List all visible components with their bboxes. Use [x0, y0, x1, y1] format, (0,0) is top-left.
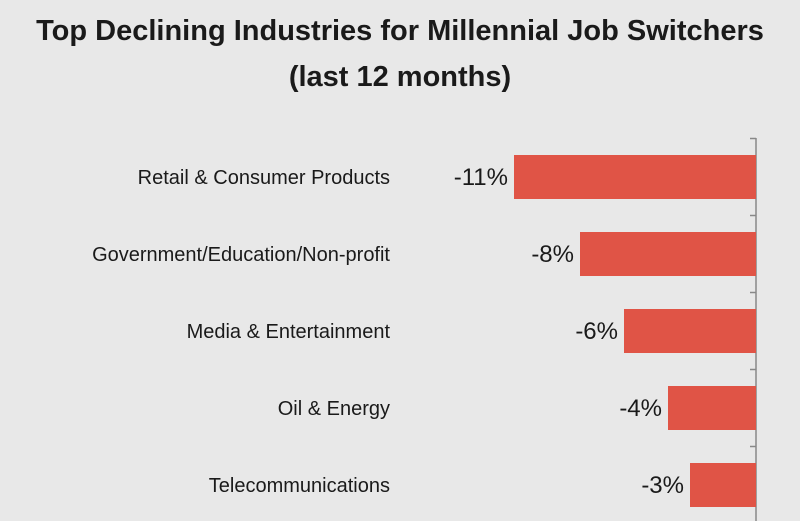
data-label: -4% [619, 395, 662, 422]
category-label: Government/Education/Non-profit [92, 244, 390, 266]
data-label: -6% [575, 318, 618, 345]
category-label: Media & Entertainment [187, 321, 391, 343]
category-label: Telecommunications [209, 475, 390, 497]
bar [668, 386, 756, 430]
data-label: -8% [531, 241, 574, 268]
chart-title: Top Declining Industries for Millennial … [36, 15, 764, 47]
chart-subtitle: (last 12 months) [288, 61, 512, 93]
bar [580, 232, 756, 276]
data-label: -3% [641, 472, 684, 499]
chart-title-block: Top Declining Industries for Millennial … [0, 8, 800, 100]
bar [624, 309, 756, 353]
category-label: Oil & Energy [278, 398, 390, 420]
data-label: -11% [454, 164, 508, 191]
bar [690, 463, 756, 507]
bar [514, 155, 756, 199]
category-label: Retail & Consumer Products [138, 167, 390, 189]
